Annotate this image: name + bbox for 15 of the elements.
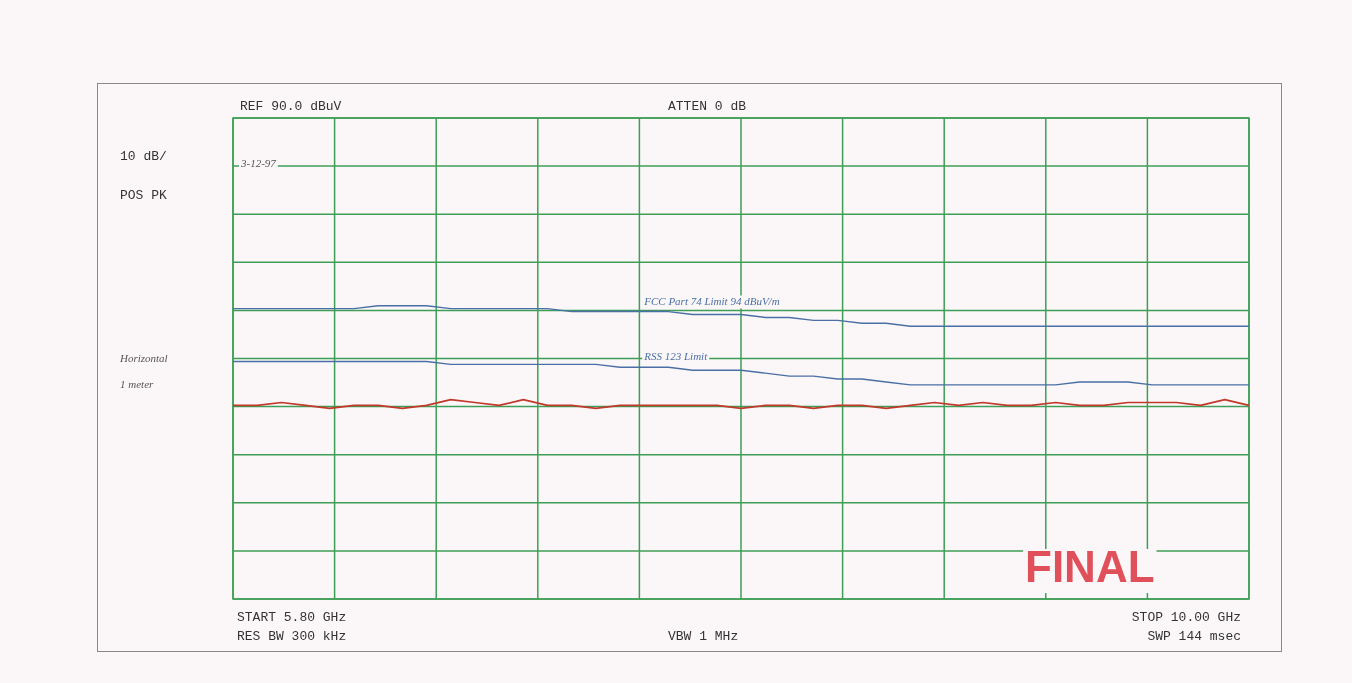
text: STOP 10.00 GHz <box>1131 610 1241 625</box>
text: Horizontal <box>119 352 168 364</box>
series-label: RSS 123 Limit <box>643 350 709 363</box>
text: START 5.80 GHz <box>237 610 347 625</box>
text: RES BW 300 kHz <box>237 629 347 644</box>
series-label: FCC Part 74 Limit 94 dBuV/m <box>643 294 780 307</box>
annotation: FINAL <box>1025 542 1155 591</box>
text: REF 90.0 dBuV <box>240 99 342 114</box>
text: SWP 144 msec <box>1147 629 1241 644</box>
text: 10 dB/ <box>120 149 168 164</box>
text: 3-12-97 <box>240 157 277 169</box>
text: 1 meter <box>120 378 155 390</box>
text: VBW 1 MHz <box>668 629 739 644</box>
text: ATTEN 0 dB <box>668 99 747 114</box>
text: POS PK <box>120 188 168 203</box>
